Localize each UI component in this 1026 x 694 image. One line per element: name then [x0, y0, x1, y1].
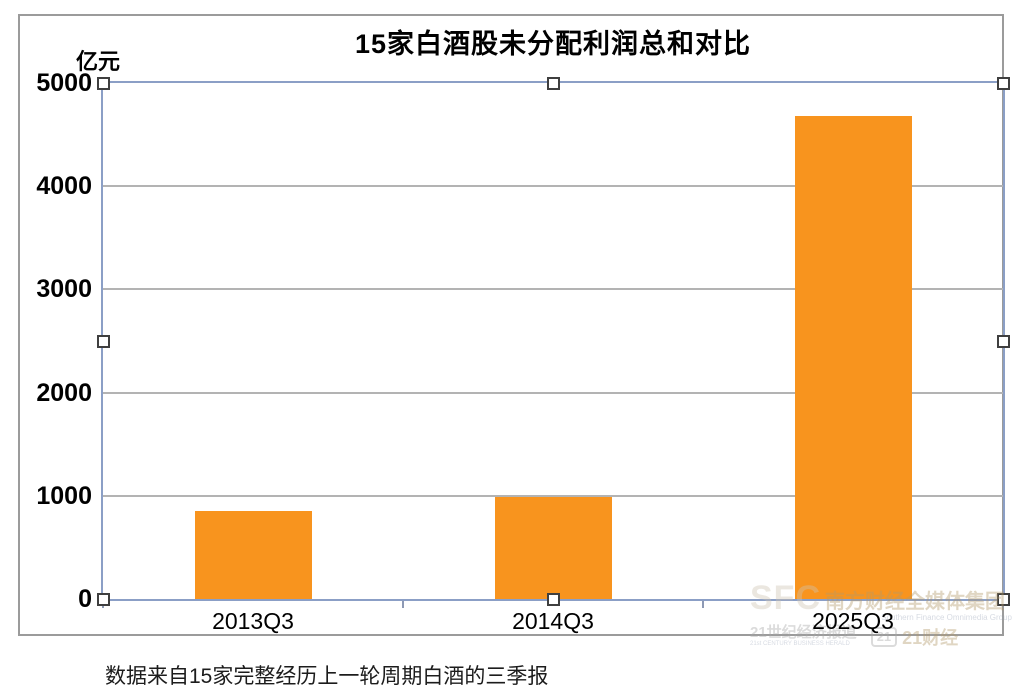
y-tick-label-1000: 1000: [36, 481, 92, 510]
gridline-3000: [103, 288, 1003, 291]
bar-2014Q3[interactable]: [494, 496, 612, 599]
chart-title: 15家白酒股未分配利润总和对比: [354, 29, 752, 59]
y-tick-label-5000: 5000: [36, 69, 92, 97]
bar-2025Q3[interactable]: [794, 116, 912, 599]
data-source-caption: 数据来自15家完整经历上一轮周期白酒的三季报: [105, 665, 549, 688]
x-tick-label-2025Q3: 2025Q3: [812, 608, 894, 634]
selection-handle[interactable]: [97, 77, 110, 90]
x-tick-label-2014Q3: 2014Q3: [512, 608, 594, 634]
y-tick-label-4000: 4000: [36, 172, 92, 201]
x-axis-tick: [702, 601, 704, 608]
selection-handle[interactable]: [997, 593, 1010, 606]
y-tick-label-2000: 2000: [36, 378, 92, 407]
selection-handle[interactable]: [97, 593, 110, 606]
selection-handle[interactable]: [997, 77, 1010, 90]
x-axis-tick: [402, 601, 404, 608]
bar-2013Q3[interactable]: [194, 511, 312, 599]
gridline-2000: [103, 391, 1003, 394]
gridline-4000: [103, 185, 1003, 188]
selection-handle[interactable]: [547, 77, 560, 90]
y-tick-label-3000: 3000: [36, 275, 92, 304]
selection-handle[interactable]: [547, 593, 560, 606]
gridline-1000: [103, 494, 1003, 497]
y-axis-unit-label: 亿元: [76, 49, 121, 74]
plot-area[interactable]: [97, 77, 1010, 608]
x-tick-label-2013Q3: 2013Q3: [212, 608, 294, 634]
y-tick-label-0: 0: [78, 585, 92, 613]
watermark-herald-en: 21st CENTURY BUSINESS HERALD: [750, 641, 850, 648]
selection-handle[interactable]: [997, 335, 1010, 348]
selection-handle[interactable]: [97, 335, 110, 348]
